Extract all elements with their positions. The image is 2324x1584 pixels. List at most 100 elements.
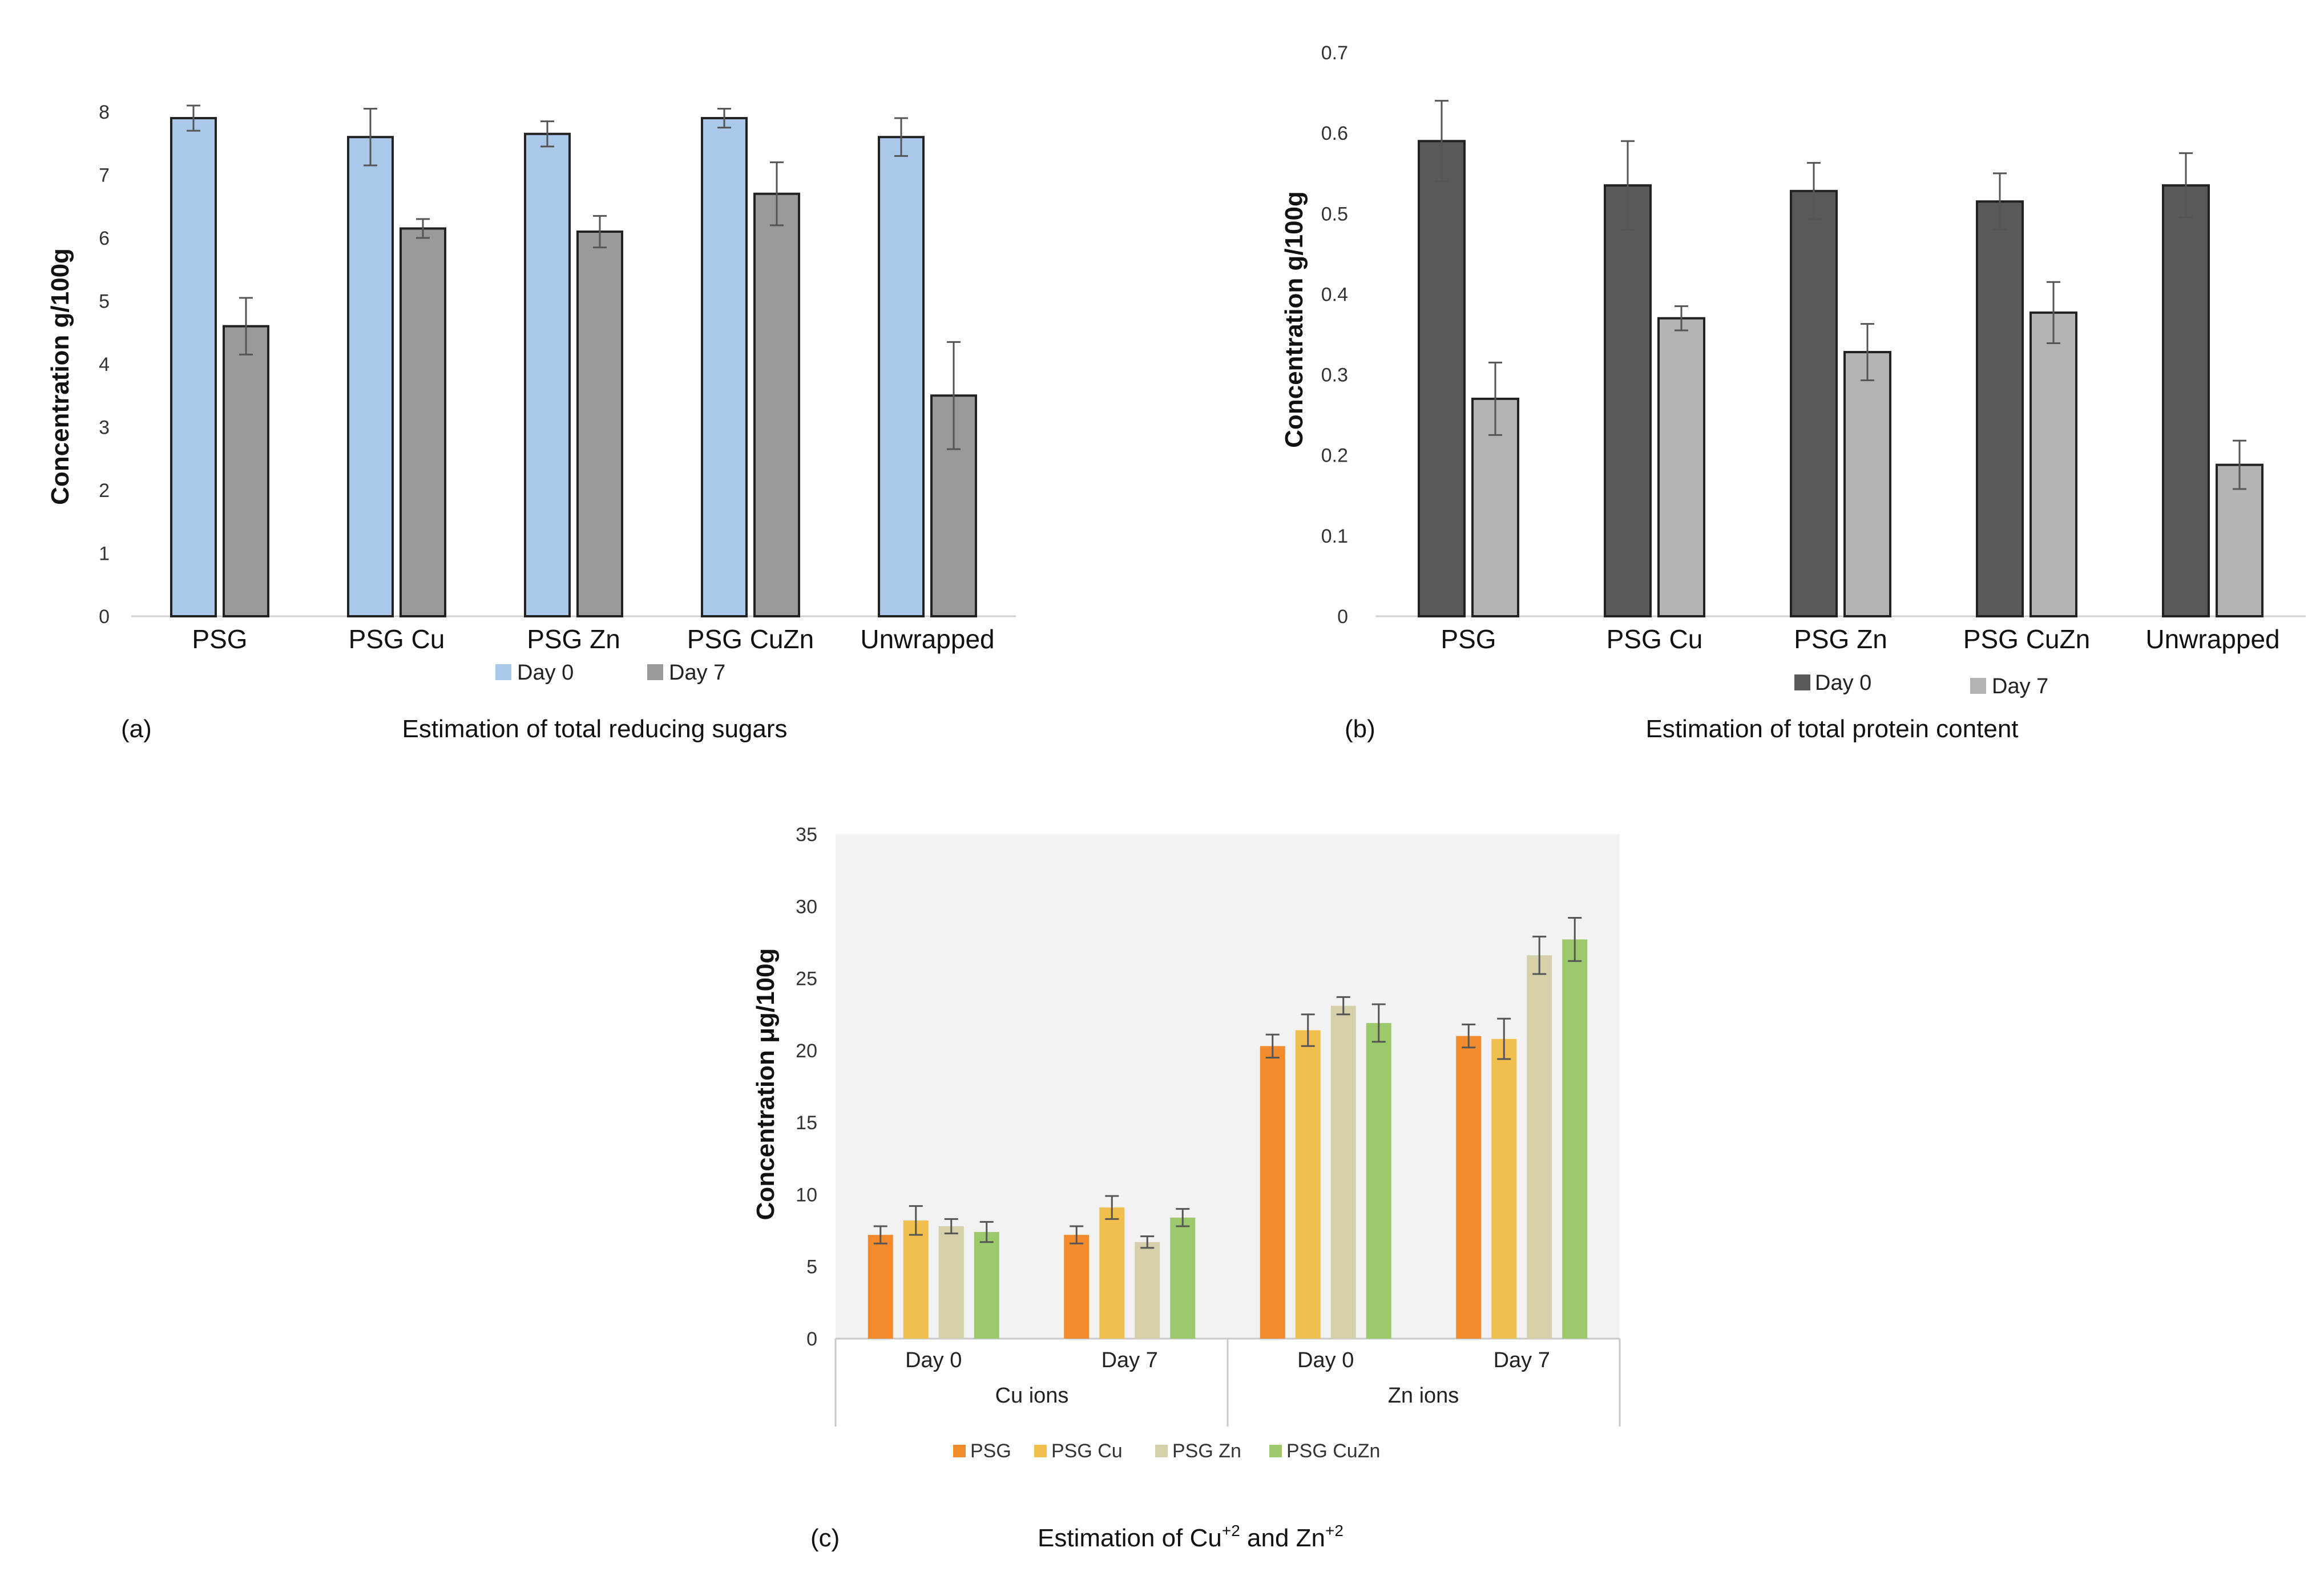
chart-c-legend-psgcuzn-swatch [1269,1445,1282,1457]
chart-c-bar [1366,1023,1391,1339]
chart-b-ylabel: Concentration g/100g [1280,191,1308,448]
chart-b-bar [1604,184,1652,617]
chart-b-bar [1976,200,2024,618]
chart-a-ytick-label: 1 [99,543,110,565]
chart-a-bar [347,136,394,617]
chart-c-bar [1260,1046,1285,1339]
chart-c-group-label-cu: Cu ions [995,1384,1069,1408]
chart-b-yticks: 0 0.1 0.2 0.3 0.4 0.5 0.6 0.7 [1321,42,1348,628]
chart-b-legend-day0-swatch [1794,674,1810,690]
chart-b-ytick-label: 0.4 [1321,284,1348,305]
chart-c-legend-psgzn: PSG Zn [1172,1440,1241,1462]
chart-c-category-label: Day 7 [1494,1348,1550,1372]
chart-b-legend-day0: Day 0 [1815,671,1871,695]
chart-c-category-label: Day 0 [905,1348,962,1372]
chart-c-bar [1562,939,1588,1339]
chart-c-legend-psgcu-swatch [1034,1445,1047,1457]
chart-c-legend-psg: PSG [970,1440,1011,1462]
chart-c-legend-psgcuzn: PSG CuZn [1286,1440,1380,1462]
chart-b-ytick-label: 0.1 [1321,526,1348,547]
chart-b-panel-label: (b) [1345,715,1375,743]
chart-c-bar [1527,955,1552,1339]
chart-a-bars [170,104,977,618]
chart-a-panel-label: (a) [121,715,152,743]
chart-a-caption: Estimation of total reducing sugars [402,715,787,743]
chart-a-bar [576,230,623,617]
chart-c-bar [868,1235,893,1339]
chart-c-bar [1456,1036,1482,1339]
chart-a-ylabel: Concentration g/100g [46,248,74,505]
chart-c-legend-psgcu: PSG Cu [1051,1440,1123,1462]
chart-b-legend-day7: Day 7 [1992,674,2048,698]
chart-c-plot-background [836,834,1620,1339]
chart-c: Concentration μg/100g 0 5 10 15 20 25 30 35 Day… [752,824,1621,1552]
chart-b-ytick-label: 0.5 [1321,203,1348,225]
chart-a-categories: PSG PSG Cu PSG Zn PSG CuZn Unwrapped [192,624,994,654]
chart-c-bar [1135,1242,1160,1339]
chart-b-category-label: Unwrapped [2145,624,2279,654]
chart-a-bar [878,136,925,617]
chart-a-ytick-label: 5 [99,291,110,313]
chart-c-bar [1099,1207,1125,1339]
chart-c-caption-sup1: +2 [1222,1522,1240,1539]
chart-c-categories: Day 0 Day 7 Day 0 Day 7 [905,1348,1550,1372]
chart-a-ytick-label: 6 [99,228,110,249]
chart-c-caption-main: Estimation of Cu [1038,1524,1222,1552]
chart-c-ytick-label: 20 [796,1040,817,1062]
chart-b-bar [2162,184,2210,617]
chart-b-ytick-label: 0.2 [1321,445,1348,467]
chart-a-legend-day0-swatch [495,664,511,680]
chart-a-ytick-label: 0 [99,606,110,628]
chart-c-category-label: Day 0 [1297,1348,1354,1372]
chart-c-ytick-label: 25 [796,968,817,990]
chart-a-bar [170,117,217,618]
chart-c-bar [903,1220,929,1339]
chart-a-ytick-label: 7 [99,165,110,187]
chart-b-bar [2030,311,2077,617]
chart-a-legend-day7-swatch [647,664,663,680]
chart-a-bar [400,227,446,617]
chart-b-category-label: PSG CuZn [1963,624,2090,654]
chart-c-bars [868,916,1588,1339]
chart-a-ytick-label: 4 [99,354,110,375]
chart-b-ytick-label: 0.6 [1321,123,1348,144]
chart-b-bar [1418,140,1466,617]
chart-c-ytick-label: 30 [796,896,817,918]
chart-b-category-label: PSG Cu [1607,624,1703,654]
chart-b-ytick-label: 0 [1337,606,1348,628]
chart-c-bar [1170,1217,1196,1339]
chart-a-bar [524,132,571,618]
chart-b-bar [1790,189,1838,618]
chart-b: Concentration g/100g 0 0.1 0.2 0.3 0.4 0.5 0.6… [1280,42,2306,743]
chart-c-caption-mid: and Zn [1240,1524,1325,1552]
chart-b-bar [1843,351,1891,618]
chart-c-caption-sup2: +2 [1325,1522,1343,1539]
chart-b-bar [2216,463,2264,617]
chart-a-bar [223,325,269,617]
chart-a: Concentration g/100g 0 1 2 3 4 5 6 7 8 PSG PSG Cu… [46,102,1016,743]
chart-c-panel-label: (c) [810,1524,840,1552]
chart-c-bar [1330,1005,1356,1339]
chart-a-bar [753,192,800,617]
chart-c-ylabel: Concentration μg/100g [752,948,780,1221]
chart-c-yticks: 0 5 10 15 20 25 30 35 [796,824,817,1350]
chart-c-ytick-label: 5 [806,1256,817,1278]
chart-a-ytick-label: 2 [99,480,110,502]
chart-c-category-label: Day 7 [1102,1348,1158,1372]
chart-c-bar [974,1232,999,1339]
chart-a-category-label: PSG Zn [527,624,620,654]
chart-c-bar [1491,1039,1517,1339]
chart-c-ytick-label: 15 [796,1112,817,1134]
chart-b-caption: Estimation of total protein content [1645,715,2018,743]
chart-b-categories: PSG PSG Cu PSG Zn PSG CuZn Unwrapped [1441,624,2279,654]
chart-a-category-label: PSG Cu [349,624,445,654]
chart-a-ytick-label: 8 [99,102,110,123]
chart-c-bar [938,1226,964,1339]
chart-c-bar [1295,1030,1321,1339]
chart-a-legend-day7: Day 7 [669,661,725,685]
chart-b-bar [1657,317,1705,617]
chart-a-category-label: Unwrapped [860,624,994,654]
chart-a-bar [701,117,748,618]
chart-a-yticks: 0 1 2 3 4 5 6 7 8 [99,102,110,628]
